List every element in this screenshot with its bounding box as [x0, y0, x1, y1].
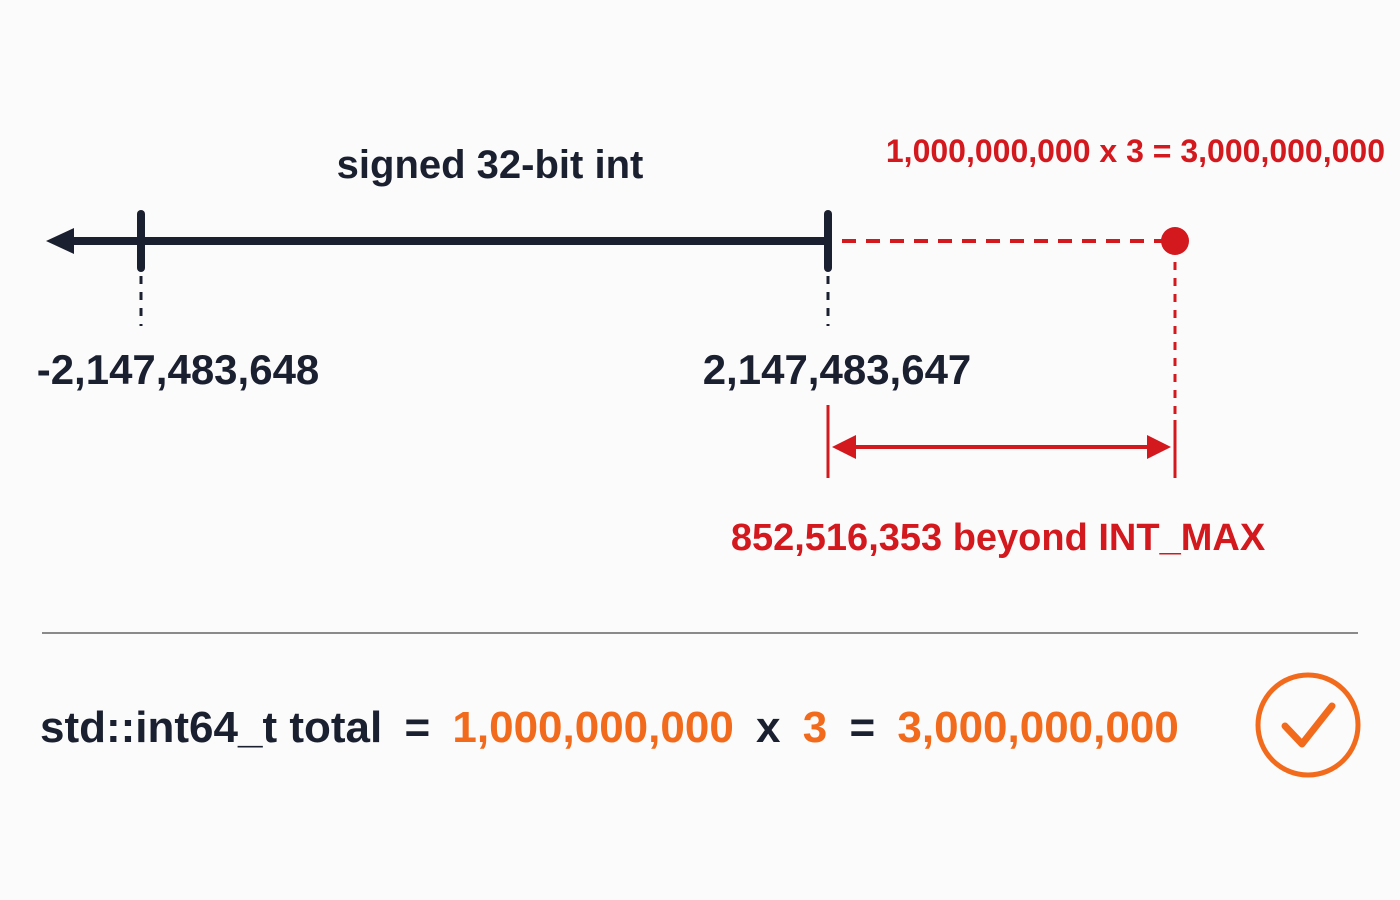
code-operator: = [404, 703, 430, 752]
overflow-point [1161, 227, 1189, 255]
min-label: -2,147,483,648 [37, 346, 320, 393]
check-circle [1255, 672, 1361, 778]
span-arrow-left [832, 435, 856, 459]
number-line-title: signed 32-bit int [337, 143, 644, 187]
check-mark [1281, 702, 1336, 748]
span-arrow-right [1147, 435, 1171, 459]
max-label: 2,147,483,647 [703, 346, 972, 393]
code-number: 1,000,000,000 [452, 703, 733, 752]
overflow-expression: 1,000,000,000 x 3 = 3,000,000,000 [886, 133, 1385, 169]
code-declaration: std::int64_t total [40, 703, 382, 752]
overflow-note: 852,516,353 beyond INT_MAX [731, 517, 1266, 559]
code-number: 3,000,000,000 [897, 703, 1178, 752]
code-operator: = [849, 703, 875, 752]
code-operator: x [756, 703, 781, 752]
code-line: std::int64_t total = 1,000,000,000 x 3 =… [40, 703, 1179, 752]
arrow-head [46, 228, 74, 254]
code-number: 3 [803, 703, 827, 752]
